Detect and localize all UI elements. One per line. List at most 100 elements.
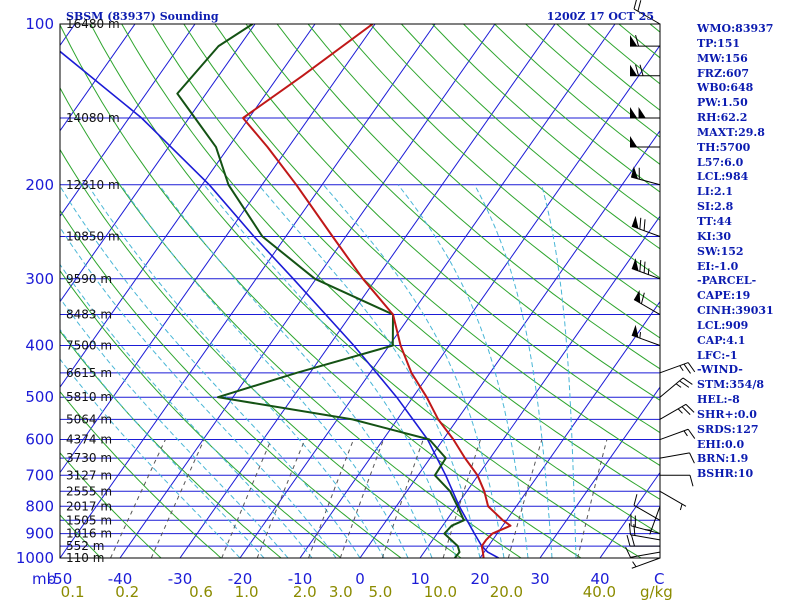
wind-barb-flag [630, 64, 638, 76]
wind-barb-full [633, 494, 638, 506]
pressure-tick-label: 700 [25, 466, 54, 484]
pressure-tick-label: 800 [25, 497, 54, 515]
isotherm-line [479, 300, 660, 558]
wind-barb-flag [638, 107, 646, 119]
sounding-index-line: SRDS:127 [697, 422, 759, 436]
dry-adiabat-line [60, 148, 462, 558]
isotherm-line [119, 24, 496, 558]
sounding-index-line: PW:1.50 [697, 96, 748, 110]
wind-barb-staff [633, 8, 661, 25]
sounding-index-line: -PARCEL- [697, 274, 757, 288]
sounding-index-line: MW:156 [697, 51, 748, 65]
height-label: 10850 m [66, 230, 120, 244]
wind-barb [631, 557, 661, 569]
moist-adiabat-line [258, 184, 481, 558]
wind-barb [626, 534, 660, 547]
wind-barb-flag [634, 290, 641, 304]
mixing-ratio-line [442, 439, 481, 558]
isotherm-line [359, 129, 660, 558]
wind-barb-full [679, 380, 690, 388]
isotherm-line [179, 24, 556, 558]
wind-barb [630, 64, 660, 77]
wind-barb-full [682, 377, 693, 385]
temperature-tick-label: 10 [410, 570, 429, 588]
sounding-index-line: TT:44 [697, 214, 732, 228]
sounding-index-line: SI:2.8 [697, 200, 734, 214]
wind-barb [645, 506, 661, 535]
isotherm-line [239, 24, 616, 558]
wind-barb-staff [630, 534, 661, 541]
wind-barb [631, 258, 661, 280]
wind-barb-staff [659, 490, 687, 507]
wind-barb-full [637, 0, 642, 12]
wind-barb [630, 107, 660, 119]
moist-adiabat-line [474, 184, 553, 558]
height-label: 8483 m [66, 308, 112, 322]
moist-adiabat-line [541, 184, 577, 558]
wind-barb-staff [659, 403, 687, 420]
moist-adiabat-line [60, 358, 241, 558]
pressure-tick-label: 900 [25, 525, 54, 543]
isotherm-line [60, 24, 196, 218]
wind-barb [630, 34, 660, 47]
mixing-ratio-tick-label: 3.0 [329, 583, 353, 600]
height-label: 2555 m [66, 484, 112, 498]
dry-adiabat-line [401, 24, 660, 250]
wind-barb-full [639, 260, 642, 272]
sounding-index-line: CAP:4.1 [697, 333, 746, 347]
wind-barb [633, 0, 661, 25]
wind-barb-full [643, 261, 646, 274]
height-label: 5810 m [66, 390, 112, 404]
wind-barb-full [625, 546, 631, 558]
mixing-ratio-tick-label: 10.0 [424, 583, 457, 600]
wind-barb-full [681, 406, 691, 415]
pressure-tick-label: 200 [25, 176, 54, 194]
wind-barb-staff [649, 506, 661, 535]
moist-adiabat-line [120, 184, 409, 558]
mixing-ratio-line [381, 439, 424, 558]
wind-barb [659, 377, 693, 398]
height-label: 110 m [66, 551, 104, 565]
height-label: 14080 m [66, 111, 120, 125]
wind-barb-half [675, 383, 682, 388]
dry-adiabat-line [369, 24, 660, 279]
mixing-ratio-line [256, 439, 306, 558]
sounding-index-line: EI:-1.0 [697, 259, 739, 273]
plot-frame [59, 23, 661, 559]
height-label: 3730 m [66, 451, 112, 465]
background-grid [60, 24, 660, 558]
height-label: 9590 m [66, 272, 112, 286]
temperature-tick-label: 40 [590, 570, 609, 588]
wind-barb-full [640, 292, 645, 304]
pressure-tick-label: 600 [25, 431, 54, 449]
dry-adiabat-line [245, 24, 660, 401]
wind-barb-full [687, 362, 696, 373]
wind-barb [660, 474, 694, 487]
wind-barb-full [633, 524, 636, 536]
dry-adiabat-line [338, 24, 660, 309]
wind-barb-flag [631, 258, 639, 271]
wind-barb-full [635, 64, 640, 76]
parcel-path-line [60, 50, 499, 558]
wind-barb-full [687, 428, 696, 439]
height-label: 1016 m [66, 527, 112, 541]
temperature-tick-label: 30 [530, 570, 549, 588]
dry-adiabat-line [276, 24, 660, 370]
wind-barb-half [677, 408, 683, 414]
isotherm-line [419, 215, 660, 558]
height-label: 3127 m [66, 468, 112, 482]
chart-title: SBSM (83937) Sounding [66, 10, 219, 23]
dry-adiabat-line [60, 452, 162, 558]
wind-barb [633, 290, 661, 315]
sounding-index-line: KI:30 [697, 229, 732, 243]
pressure-tick-label: 1000 [16, 549, 54, 567]
sounding-index-line: L57:6.0 [697, 155, 744, 169]
mixing-ratio-tick-label: 1.0 [235, 583, 259, 600]
temperature-unit-label: C [654, 570, 664, 588]
sounding-index-line: LFC:-1 [697, 348, 738, 362]
sounding-profiles [60, 24, 512, 558]
sounding-index-line: STM:354/8 [697, 378, 764, 392]
wind-barb-half [679, 503, 683, 511]
pressure-tick-label: 300 [25, 270, 54, 288]
mixing-ratio-tick-label: 5.0 [368, 583, 392, 600]
